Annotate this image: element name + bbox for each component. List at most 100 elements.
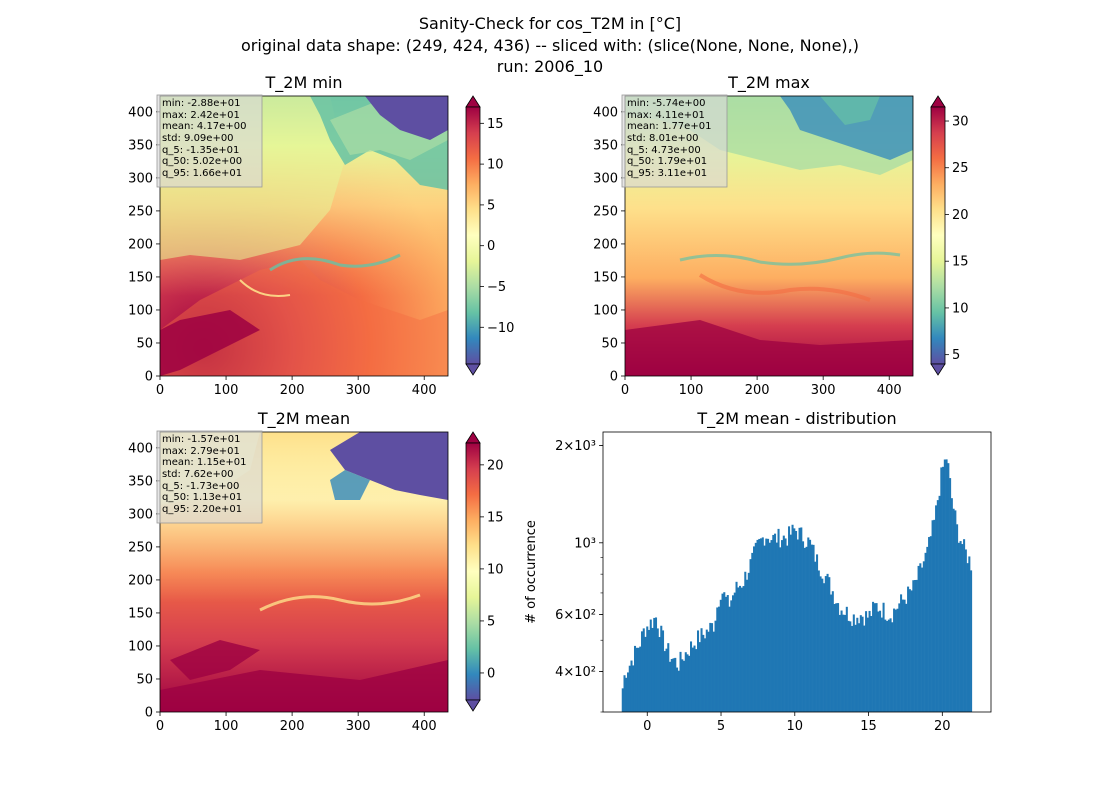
histogram-bar (844, 614, 847, 712)
histogram-bar (639, 646, 642, 712)
histogram-bar (914, 580, 917, 712)
x-tick-label: 400 (412, 383, 437, 398)
histogram-bar (803, 547, 806, 712)
histogram-bar (826, 573, 829, 712)
histogram-bar (779, 547, 782, 712)
histogram-bar (873, 603, 876, 712)
histogram-bar (821, 578, 824, 712)
histogram-bar (835, 603, 838, 712)
histogram-bar (893, 608, 896, 712)
histogram-bar (938, 495, 941, 712)
histogram-bar (954, 510, 957, 712)
colorbar: −10 −5 0 5 10 15 (465, 95, 514, 376)
stats-line: mean: 1.15e+01 (162, 457, 246, 468)
panel-title: T_2M min (264, 73, 342, 93)
histogram-bar (942, 466, 945, 712)
histogram-bar (810, 544, 813, 712)
histogram-bar (767, 538, 770, 712)
x-tick-label: 100 (214, 719, 239, 734)
histogram-bar (765, 538, 768, 712)
histogram-bar (725, 596, 728, 712)
y-tick-label: 10³ (574, 536, 596, 551)
stats-line: max: 2.79e+01 (162, 446, 240, 457)
histogram-bar (847, 620, 850, 712)
stats-line: q_50: 1.79e+01 (627, 156, 707, 167)
panel-t2m-mean-distribution: T_2M mean - distribution 0 5 10 15 20 4×10² 6… (524, 409, 992, 734)
panel-t2m-mean: T_2M mean 0 100 200 300 400 0501001502002503… (128, 409, 503, 734)
histogram-bar (907, 586, 910, 712)
y-tick-label: 150 (593, 270, 618, 285)
colorbar-tick-label: 30 (952, 115, 969, 130)
histogram-bar (950, 498, 953, 712)
colorbar-tick-label: 0 (487, 239, 495, 254)
colorbar-tick-label: 15 (952, 255, 969, 270)
stats-box: min: -2.88e+01 max: 2.42e+01 mean: 4.17e… (156, 94, 263, 188)
y-ticks: 0 50 100 150 200 250 300 350 400 (128, 441, 160, 721)
histogram-bar (798, 527, 801, 712)
histogram-bar (926, 546, 929, 712)
stats-line: std: 7.62e+00 (162, 469, 234, 480)
x-tick-label: 200 (745, 383, 770, 398)
histogram-bar (726, 595, 729, 712)
colorbar-tick-label: 5 (952, 348, 960, 363)
panel-title: T_2M mean (257, 409, 350, 429)
histogram-bar (940, 467, 943, 712)
histogram-bar (621, 688, 624, 712)
histogram-bar (966, 563, 969, 712)
histogram-bar (889, 618, 892, 712)
plot-frame (602, 431, 992, 713)
histogram-bar (700, 628, 703, 712)
histogram-bar (863, 625, 866, 712)
histogram-bar (933, 519, 936, 712)
stats-line: q_50: 5.02e+00 (162, 156, 242, 167)
histogram-bar (900, 594, 903, 712)
map-image (160, 96, 448, 376)
histogram-bar (698, 642, 701, 712)
histogram-bar (831, 591, 834, 712)
histogram-bar (928, 537, 931, 712)
plot-frame (159, 95, 449, 377)
histogram-bar (749, 559, 752, 712)
histogram-bar (754, 542, 757, 712)
y-tick-label: 400 (128, 441, 153, 456)
stats-box: min: -1.57e+01 max: 2.79e+01 mean: 1.15e… (156, 430, 263, 524)
y-tick-label: 300 (128, 171, 153, 186)
histogram-bar (819, 576, 822, 712)
x-ticks: 0 100 200 300 400 (621, 376, 902, 398)
stats-line: std: 9.09e+00 (162, 133, 234, 144)
stats-line: q_5: 4.73e+00 (627, 145, 701, 156)
histogram-bar (961, 544, 964, 712)
histogram-bar (721, 593, 724, 712)
histogram-bar (842, 614, 845, 712)
histogram-bar (845, 606, 848, 712)
histogram-bar (830, 594, 833, 712)
histogram-bar (793, 528, 796, 712)
x-tick-label: 400 (877, 383, 902, 398)
histogram-bar (908, 589, 911, 712)
histogram-bar (947, 463, 950, 712)
histogram-bar (858, 623, 861, 712)
histogram-bar (789, 534, 792, 712)
histogram-bar (654, 617, 658, 712)
histogram-bar (751, 552, 754, 712)
histogram-bar (653, 617, 656, 712)
colorbar-tick-label: 5 (487, 198, 495, 213)
x-ticks: 0 100 200 300 400 (156, 376, 437, 398)
y-tick-label: 100 (128, 303, 153, 318)
y-tick-label: 0 (145, 370, 153, 385)
histogram-bar (870, 616, 873, 712)
histogram-bar (672, 658, 675, 712)
histogram-bar (684, 652, 687, 712)
histogram-bar (957, 542, 960, 712)
stats-line: mean: 4.17e+00 (162, 121, 246, 132)
x-tick-label: 100 (214, 383, 239, 398)
colorbar-ticks: 0 5 10 15 20 (480, 458, 504, 681)
y-tick-label: 0 (145, 706, 153, 721)
x-tick-label: 300 (346, 383, 371, 398)
histogram-bar (632, 665, 635, 712)
histogram-bar (866, 617, 869, 712)
histogram-bar (838, 614, 841, 712)
histogram-bar (681, 659, 684, 712)
histogram-bar (849, 621, 852, 712)
colorbar-tick-label: 10 (952, 301, 969, 316)
